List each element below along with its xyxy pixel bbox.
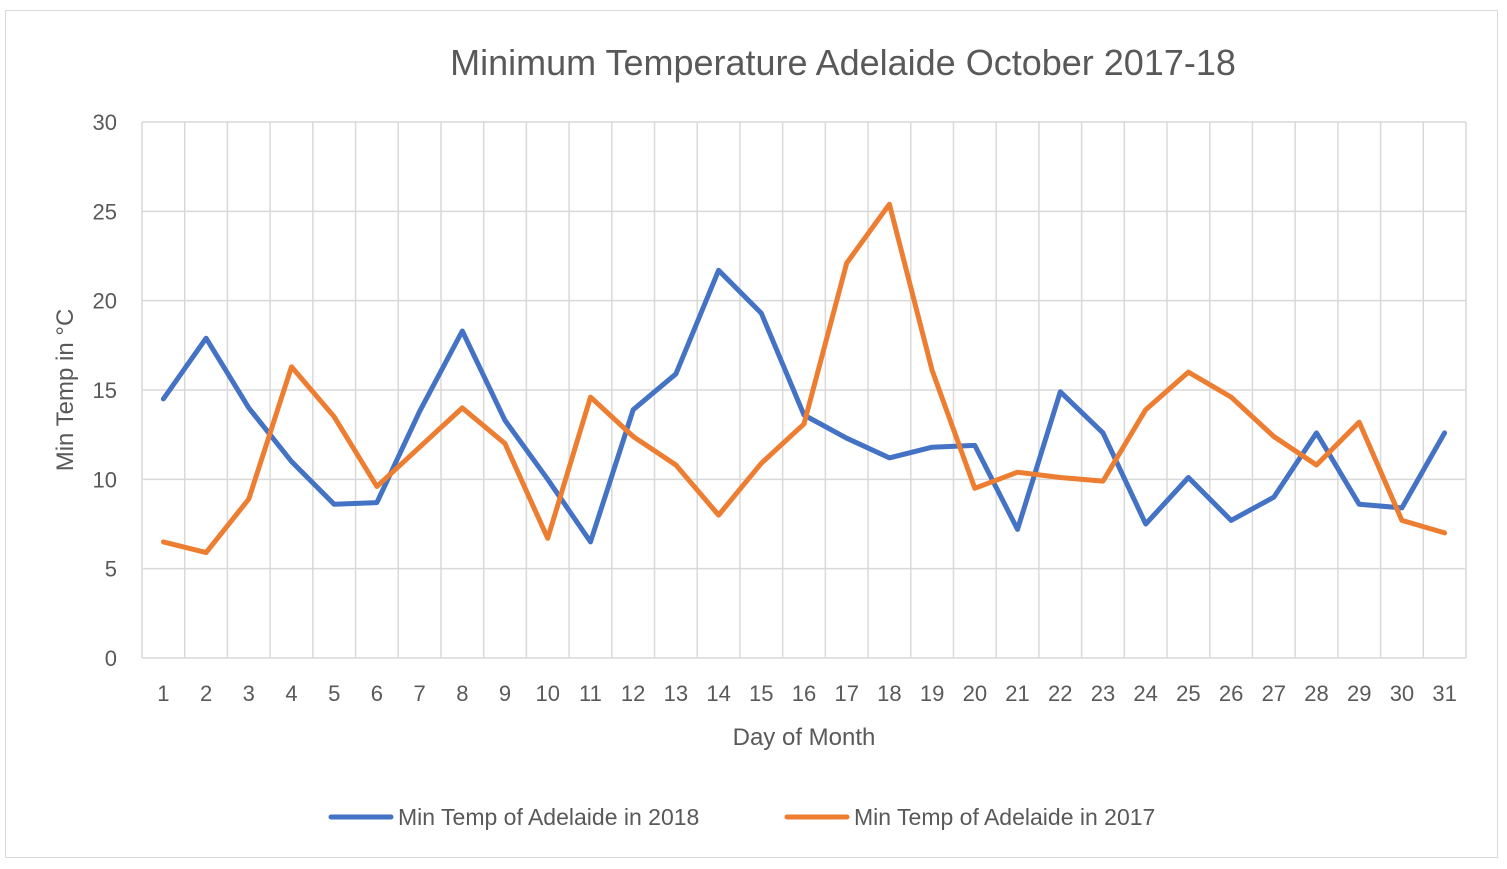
x-axis-ticks: 1 2 3 4 5 6 7 8 9 10 11 12 13 14 15 16 17 18 19 20 21 22 23 24 2…	[157, 681, 1457, 706]
x-tick-label-13: 13	[664, 681, 688, 706]
y-axis-ticks: 0 5 10 15 20 25 30	[93, 110, 117, 671]
y-axis-title: Min Temp in °C	[52, 309, 79, 472]
y-tick-label-15: 15	[93, 378, 117, 403]
x-tick-label-16: 16	[792, 681, 816, 706]
x-tick-label-17: 17	[834, 681, 858, 706]
legend: Min Temp of Adelaide in 2018 Min Temp of …	[328, 804, 1155, 830]
x-tick-label-20: 20	[963, 681, 987, 706]
x-tick-label-22: 22	[1048, 681, 1072, 706]
x-tick-label-27: 27	[1262, 681, 1286, 706]
x-axis-title: Day of Month	[733, 724, 876, 751]
x-tick-label-8: 8	[456, 681, 468, 706]
y-tick-label-25: 25	[93, 199, 117, 224]
x-tick-label-19: 19	[920, 681, 944, 706]
x-tick-label-24: 24	[1133, 681, 1157, 706]
y-tick-label-20: 20	[93, 289, 117, 314]
chart-title: Minimum Temperature Adelaide October 201…	[450, 42, 1236, 83]
x-tick-label-3: 3	[243, 681, 255, 706]
x-tick-label-21: 21	[1005, 681, 1029, 706]
x-tick-label-2: 2	[200, 681, 212, 706]
x-tick-label-15: 15	[749, 681, 773, 706]
legend-label-1: Min Temp of Adelaide in 2018	[398, 804, 699, 830]
gridlines	[141, 121, 1467, 659]
x-tick-label-1: 1	[157, 681, 169, 706]
x-tick-label-31: 31	[1432, 681, 1456, 706]
x-tick-label-14: 14	[706, 681, 730, 706]
y-tick-label-30: 30	[93, 110, 117, 135]
legend-label-2: Min Temp of Adelaide in 2017	[854, 804, 1155, 830]
x-tick-label-30: 30	[1390, 681, 1414, 706]
x-tick-label-12: 12	[621, 681, 645, 706]
x-tick-label-28: 28	[1304, 681, 1328, 706]
x-tick-label-7: 7	[413, 681, 425, 706]
y-tick-label-5: 5	[105, 557, 117, 582]
x-tick-label-11: 11	[579, 681, 602, 706]
x-tick-label-4: 4	[285, 681, 297, 706]
x-tick-label-26: 26	[1219, 681, 1243, 706]
y-tick-label-0: 0	[105, 646, 117, 671]
x-tick-label-9: 9	[499, 681, 511, 706]
x-tick-label-6: 6	[371, 681, 383, 706]
chart-frame	[5, 10, 1498, 858]
x-tick-label-5: 5	[328, 681, 340, 706]
y-tick-label-10: 10	[93, 467, 117, 492]
x-tick-label-18: 18	[877, 681, 901, 706]
x-tick-label-10: 10	[535, 681, 559, 706]
x-tick-label-23: 23	[1091, 681, 1115, 706]
series-lines	[160, 201, 1448, 556]
x-tick-label-29: 29	[1347, 681, 1371, 706]
series-line-2	[160, 201, 1448, 556]
x-tick-label-25: 25	[1176, 681, 1200, 706]
